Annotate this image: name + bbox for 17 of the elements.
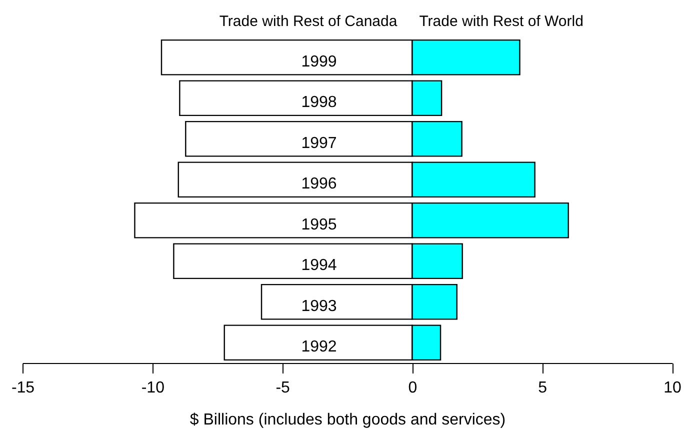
y-tick-label: 1995 — [301, 216, 337, 234]
x-tick-label: 0 — [408, 380, 418, 396]
y-tick-label: 1996 — [301, 176, 337, 193]
x-tick-label: 5 — [538, 380, 548, 396]
y-tick-label: 1999 — [301, 53, 337, 70]
x-axis-title: $ Billions (includes both goods and services) — [190, 412, 506, 428]
y-tick-label: 1993 — [301, 298, 337, 315]
y-tick-label: 1997 — [301, 134, 337, 152]
x-tick-label: 10 — [664, 380, 682, 396]
x-tick-label: -10 — [141, 380, 165, 396]
series-label: Trade with Rest of Canada — [219, 13, 398, 30]
y-tick-label: 1998 — [301, 94, 337, 112]
x-tick-label: -5 — [276, 380, 290, 396]
y-tick-label: 1992 — [301, 338, 337, 356]
y-tick-label: 1994 — [301, 257, 337, 274]
series-label: Trade with Rest of World — [419, 13, 584, 30]
x-tick-label: -15 — [11, 380, 35, 396]
